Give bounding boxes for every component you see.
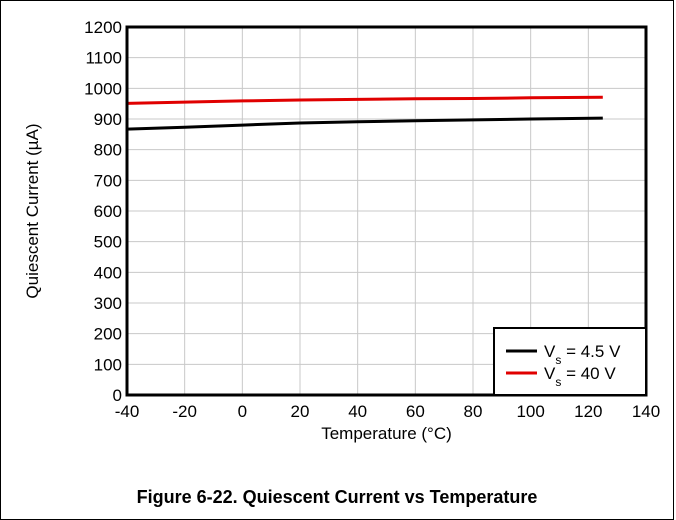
x-tick-label: 40 xyxy=(348,402,367,421)
y-tick-label: 900 xyxy=(94,110,122,129)
x-tick-label: 80 xyxy=(464,402,483,421)
y-tick-label: 800 xyxy=(94,141,122,160)
series-line-0 xyxy=(126,116,603,131)
chart: -40 -20 0 20 40 60 80 100 120 140 0 100 200 300 400 50… xyxy=(23,18,660,443)
legend-label: Vs = 4.5 V xyxy=(544,342,621,367)
y-tick-label: 100 xyxy=(94,355,122,374)
x-axis-label: Temperature (°C) xyxy=(321,424,452,443)
x-tick-label: 60 xyxy=(406,402,425,421)
plot-border xyxy=(125,25,648,397)
series-line-1 xyxy=(126,95,603,105)
x-tick-label: 140 xyxy=(632,402,660,421)
legend: Vs = 4.5 VVs = 40 V xyxy=(493,327,647,396)
y-tick-label: 600 xyxy=(94,202,122,221)
y-tick-label: 1200 xyxy=(84,18,122,37)
y-tick-label: 400 xyxy=(94,263,122,282)
x-tick-label: -40 xyxy=(115,402,140,421)
x-tick-label: 20 xyxy=(291,402,310,421)
y-tick-label: 700 xyxy=(94,171,122,190)
series-layer xyxy=(126,95,603,131)
legend-entry: Vs = 4.5 V xyxy=(506,342,621,367)
y-tick-label: 1000 xyxy=(84,79,122,98)
figure-caption: Figure 6-22. Quiescent Current vs Temper… xyxy=(136,487,538,507)
legend-label: Vs = 40 V xyxy=(544,364,616,389)
y-tick-label: 300 xyxy=(94,294,122,313)
y-tick-label: 0 xyxy=(113,386,122,405)
y-tick-label: 1100 xyxy=(85,49,122,68)
y-tick-labels: 0 100 200 300 400 500 600 700 800 900 1000 1100 1200 xyxy=(84,18,122,405)
x-tick-label: 0 xyxy=(238,402,247,421)
legend-entry: Vs = 40 V xyxy=(506,364,616,389)
x-tick-label: 120 xyxy=(574,402,602,421)
legend-box xyxy=(493,327,647,396)
y-tick-label: 200 xyxy=(94,325,122,344)
x-tick-label: 100 xyxy=(516,402,544,421)
x-tick-label: -20 xyxy=(172,402,197,421)
y-axis-label: Quiescent Current (µA) xyxy=(23,123,42,298)
y-tick-label: 500 xyxy=(94,233,122,252)
x-tick-labels: -40 -20 0 20 40 60 80 100 120 140 xyxy=(115,402,660,421)
